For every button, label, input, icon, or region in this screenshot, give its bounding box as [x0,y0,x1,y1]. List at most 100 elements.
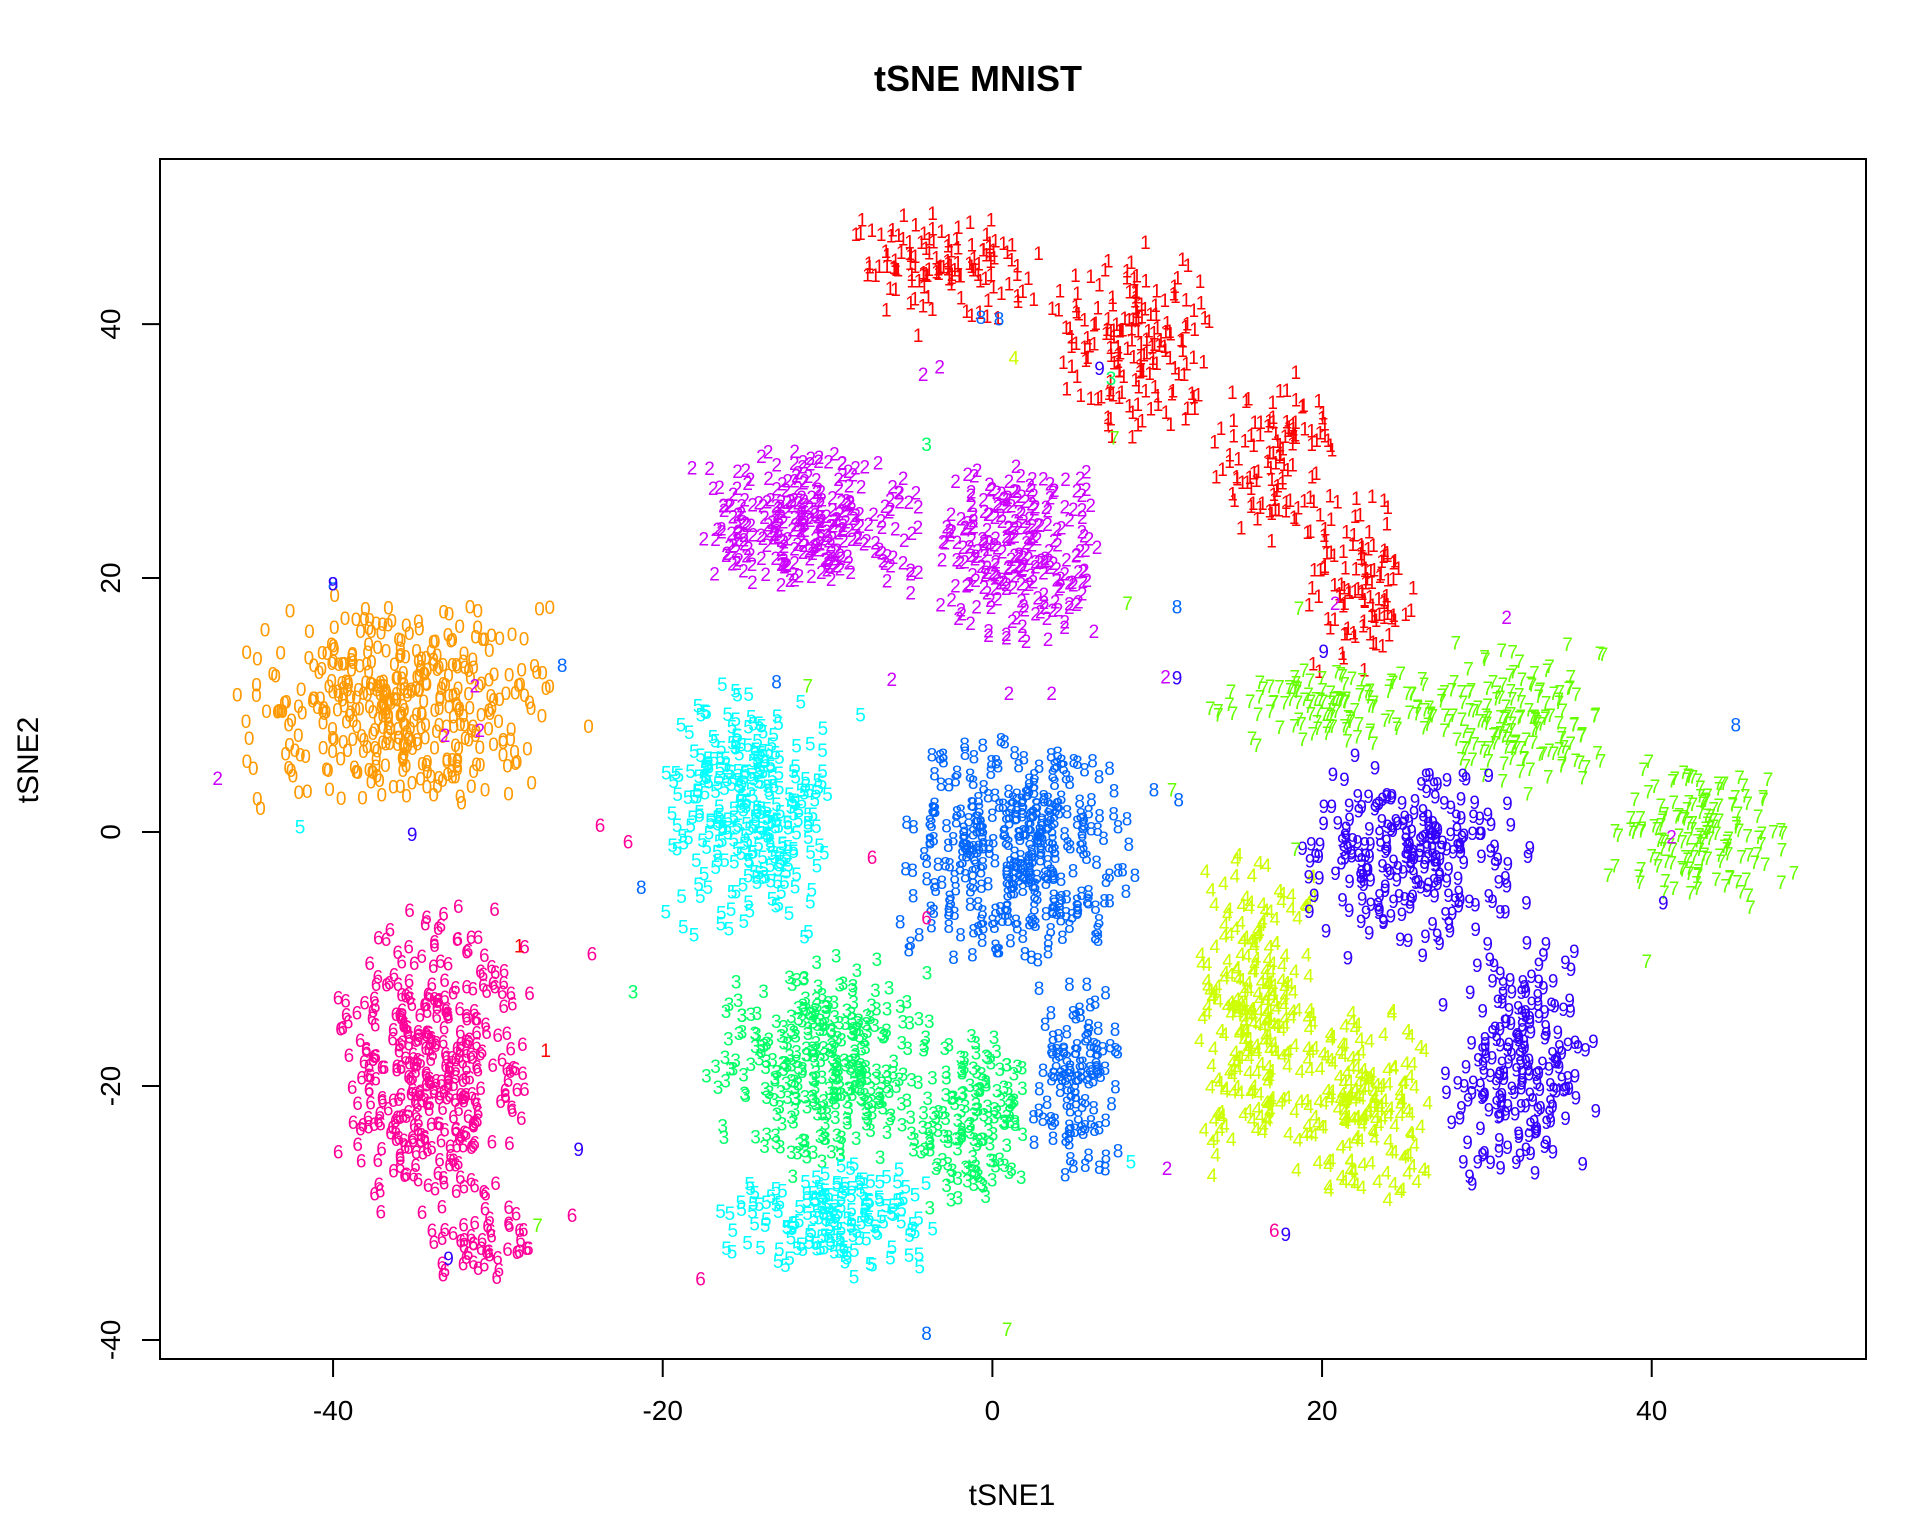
digit-point-0: 0 [430,632,441,653]
digit-point-0: 0 [329,730,340,751]
digit-point-1: 1 [889,258,900,279]
digit-point-3: 3 [875,1091,886,1112]
digit-point-2: 2 [870,542,881,563]
digit-point-1: 1 [1113,345,1124,366]
digit-point-3: 3 [1004,1091,1015,1112]
digit-point-1: 1 [540,1041,551,1062]
digit-point-3: 3 [987,1170,998,1191]
digit-point-3: 3 [871,1069,882,1090]
digit-point-8: 8 [1056,788,1067,809]
digit-point-2: 2 [1001,625,1012,646]
digit-point-5: 5 [904,1226,915,1247]
digit-point-9: 9 [1475,1119,1486,1140]
digit-point-3: 3 [832,1055,843,1076]
digit-point-2: 2 [822,560,833,581]
digit-point-1: 1 [1012,265,1023,286]
chart-title: tSNE MNIST [874,58,1082,99]
digit-point-0: 0 [389,690,400,711]
digit-point-0: 0 [413,681,424,702]
digit-point-4: 4 [1402,1022,1413,1043]
digit-point-0: 0 [455,787,466,808]
digit-point-5: 5 [741,797,752,818]
digit-point-2: 2 [790,516,801,537]
digit-point-0: 0 [333,655,344,676]
digit-point-1: 1 [1270,424,1281,445]
digit-point-2: 2 [1077,523,1088,544]
digit-point-3: 3 [835,1134,846,1155]
digit-point-0: 0 [402,686,413,707]
digit-point-1: 1 [1136,295,1147,316]
digit-point-0: 0 [459,716,470,737]
digit-point-2: 2 [966,519,977,540]
digit-point-5: 5 [727,1243,738,1264]
digit-point-1: 1 [1066,357,1077,378]
digit-point-0: 0 [314,663,325,684]
digit-point-3: 3 [884,1109,895,1130]
digit-point-9: 9 [1553,1023,1564,1044]
digit-point-2: 2 [1055,577,1066,598]
digit-point-4: 4 [1389,1142,1400,1163]
digit-point-4: 4 [1251,1063,1262,1084]
digit-point-3: 3 [782,1034,793,1055]
digit-point-1: 1 [943,253,954,274]
digit-point-0: 0 [475,738,486,759]
digit-point-2: 2 [854,505,865,526]
digit-point-3: 3 [843,1099,854,1120]
digit-point-0: 0 [428,786,439,807]
digit-point-3: 3 [798,996,809,1017]
digit-point-4: 4 [1206,1056,1217,1077]
digit-point-0: 0 [337,655,348,676]
digit-point-3: 3 [854,1059,865,1080]
digit-point-2: 2 [1009,482,1020,503]
digit-point-0: 0 [385,719,396,740]
digit-point-1: 1 [1349,526,1360,547]
digit-point-0: 0 [477,630,488,651]
digit-point-9: 9 [1541,935,1552,956]
digit-point-0: 0 [422,675,433,696]
digit-point-1: 1 [943,231,954,252]
digit-point-1: 1 [1353,580,1364,601]
digit-point-3: 3 [999,1112,1010,1133]
digit-point-9: 9 [1495,902,1506,923]
digit-point-0: 0 [417,705,428,726]
digit-point-3: 3 [808,1069,819,1090]
digit-point-0: 0 [366,772,377,793]
digit-point-2: 2 [888,548,899,569]
digit-point-0: 0 [309,656,320,677]
digit-point-3: 3 [771,1134,782,1155]
digit-point-0: 0 [382,729,393,750]
digit-point-1: 1 [974,303,985,324]
digit-point-2: 2 [966,496,977,517]
digit-point-4: 4 [1292,1000,1303,1021]
digit-point-2: 2 [810,529,821,550]
digit-point-3: 3 [786,1108,797,1129]
digit-point-0: 0 [359,730,370,751]
digit-point-0: 0 [444,698,455,719]
digit-point-1: 1 [1379,593,1390,614]
digit-point-0: 0 [450,767,461,788]
digit-point-1: 1 [1172,268,1183,289]
digit-point-3: 3 [807,1009,818,1030]
digit-point-2: 2 [725,496,736,517]
digit-point-1: 1 [1255,426,1266,447]
digit-point-3: 3 [755,1037,766,1058]
digit-point-2: 2 [803,508,814,529]
digit-point-3: 3 [725,1059,736,1080]
digit-point-2: 2 [719,501,730,522]
digit-point-0: 0 [453,739,464,760]
digit-point-7: 7 [1213,706,1224,727]
digit-point-2: 2 [1010,511,1021,532]
digit-point-2: 2 [1055,569,1066,590]
digit-point-0: 0 [251,676,262,697]
digit-point-0: 0 [359,609,370,630]
digit-point-2: 2 [811,536,822,557]
digit-point-3: 3 [962,1171,973,1192]
digit-point-9: 9 [1417,946,1428,967]
digit-point-9: 9 [1353,787,1364,808]
digit-point-2: 2 [992,483,1003,504]
digit-point-3: 3 [797,1059,808,1080]
digit-point-2: 2 [835,559,846,580]
digit-point-1: 1 [1359,661,1370,682]
digit-point-0: 0 [475,755,486,776]
digit-point-3: 3 [838,974,849,995]
